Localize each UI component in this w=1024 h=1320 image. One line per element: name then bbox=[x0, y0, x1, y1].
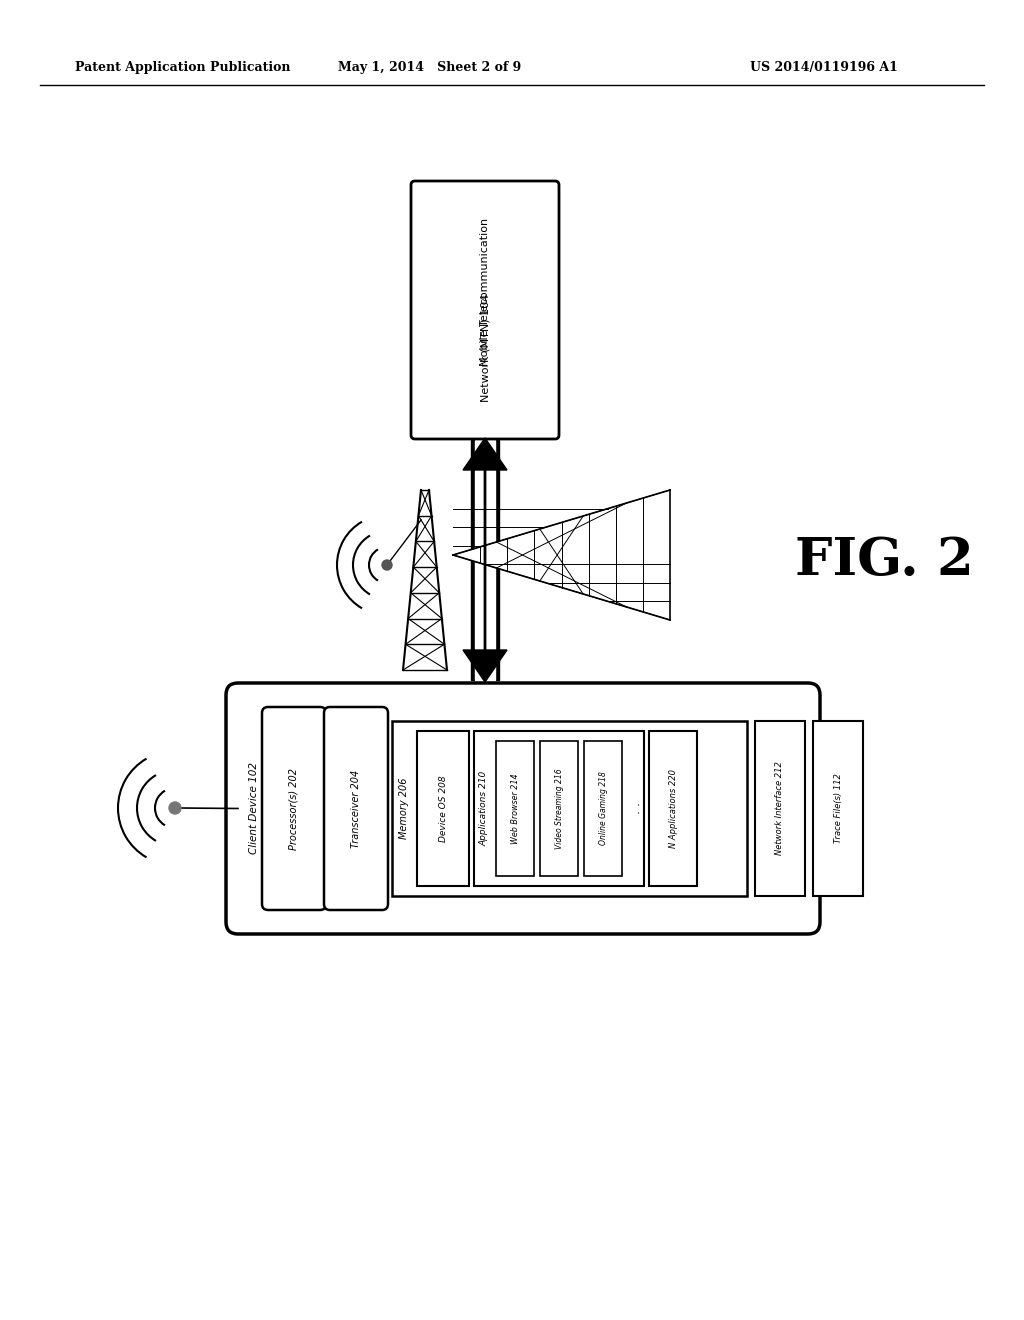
Text: Video Streaming 216: Video Streaming 216 bbox=[555, 768, 563, 849]
Bar bbox=[475, 440, 495, 680]
Text: Transceiver 204: Transceiver 204 bbox=[351, 770, 361, 847]
Text: Device OS 208: Device OS 208 bbox=[438, 775, 447, 842]
FancyBboxPatch shape bbox=[813, 721, 863, 896]
Text: May 1, 2014   Sheet 2 of 9: May 1, 2014 Sheet 2 of 9 bbox=[338, 62, 521, 74]
Text: . .: . . bbox=[630, 803, 643, 814]
FancyBboxPatch shape bbox=[262, 708, 326, 909]
FancyBboxPatch shape bbox=[649, 731, 697, 886]
Circle shape bbox=[382, 560, 392, 570]
FancyBboxPatch shape bbox=[324, 708, 388, 909]
FancyBboxPatch shape bbox=[417, 731, 469, 886]
Text: Client Device 102: Client Device 102 bbox=[249, 763, 259, 854]
Polygon shape bbox=[463, 438, 507, 470]
Text: N Applications 220: N Applications 220 bbox=[669, 770, 678, 847]
FancyBboxPatch shape bbox=[392, 721, 746, 896]
Text: Applications 210: Applications 210 bbox=[479, 771, 488, 846]
Text: US 2014/0119196 A1: US 2014/0119196 A1 bbox=[750, 62, 898, 74]
Text: Memory 206: Memory 206 bbox=[399, 777, 409, 840]
Circle shape bbox=[169, 803, 181, 814]
Text: Online Gaming 218: Online Gaming 218 bbox=[598, 772, 607, 845]
FancyBboxPatch shape bbox=[474, 731, 644, 886]
Text: Network Interface 212: Network Interface 212 bbox=[775, 762, 784, 855]
Text: Web Browser 214: Web Browser 214 bbox=[511, 774, 519, 843]
Polygon shape bbox=[463, 649, 507, 682]
FancyBboxPatch shape bbox=[226, 682, 820, 935]
FancyBboxPatch shape bbox=[584, 741, 622, 876]
Text: FIG. 2: FIG. 2 bbox=[795, 535, 974, 586]
Bar bbox=[471, 440, 499, 680]
Text: Mobile Telecommunication: Mobile Telecommunication bbox=[480, 218, 490, 366]
FancyBboxPatch shape bbox=[540, 741, 578, 876]
FancyBboxPatch shape bbox=[411, 181, 559, 440]
Polygon shape bbox=[453, 490, 670, 620]
FancyBboxPatch shape bbox=[496, 741, 534, 876]
Text: Processor(s) 202: Processor(s) 202 bbox=[289, 767, 299, 850]
Text: Trace File(s) 112: Trace File(s) 112 bbox=[834, 774, 843, 843]
Text: Network (MTN) 104: Network (MTN) 104 bbox=[480, 294, 490, 403]
Text: Patent Application Publication: Patent Application Publication bbox=[75, 62, 291, 74]
FancyBboxPatch shape bbox=[755, 721, 805, 896]
